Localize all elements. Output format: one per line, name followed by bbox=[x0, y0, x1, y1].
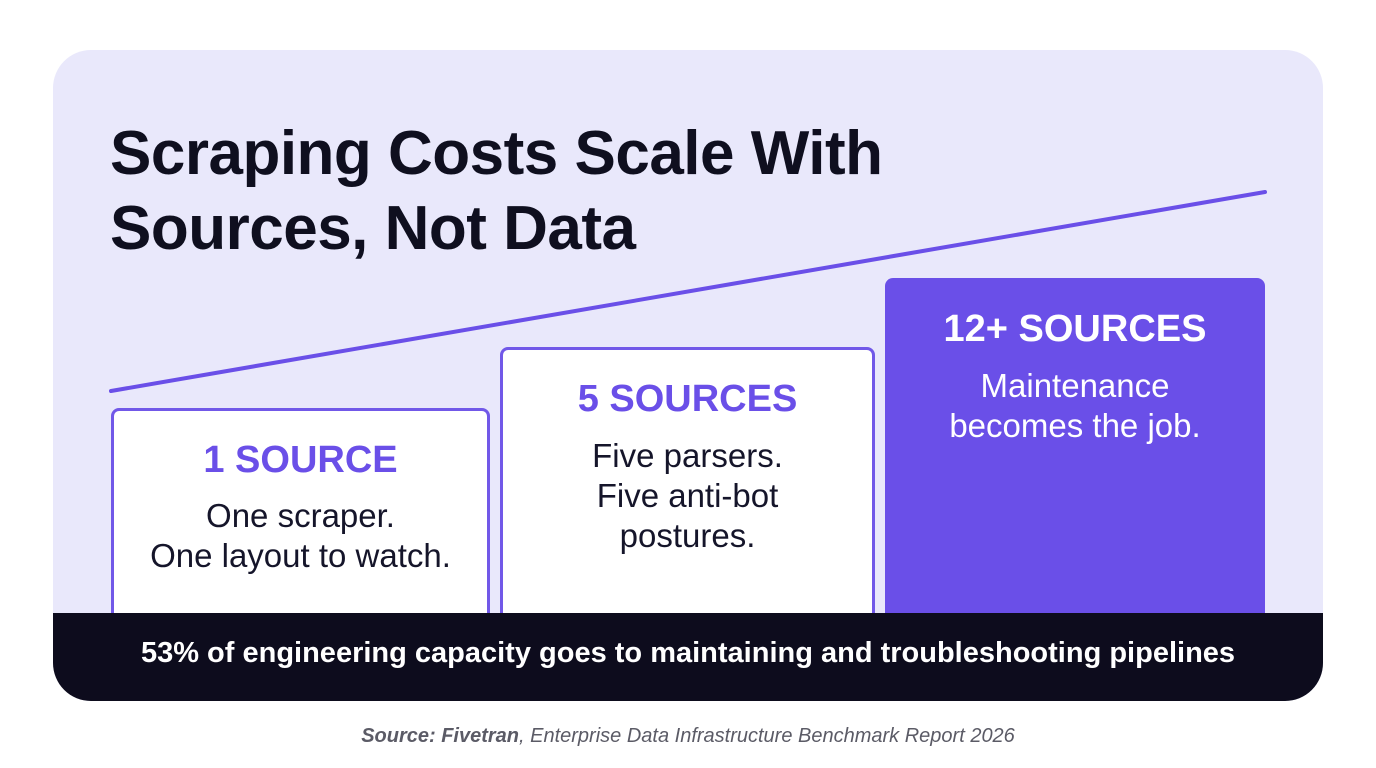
title-line-1: Scraping Costs Scale With bbox=[110, 119, 883, 188]
step-description-line: Maintenance bbox=[980, 367, 1170, 404]
page-title: Scraping Costs Scale With Sources, Not D… bbox=[110, 116, 883, 266]
step-description: Five parsers. Five anti-bot postures. bbox=[503, 436, 872, 556]
source-detail: , Enterprise Data Infrastructure Benchma… bbox=[519, 725, 1015, 747]
title-line-2: Sources, Not Data bbox=[110, 194, 636, 263]
step-card-5-sources: 5 SOURCES Five parsers. Five anti-bot po… bbox=[500, 347, 875, 647]
step-description-line: One layout to watch. bbox=[150, 537, 451, 574]
step-heading: 1 SOURCE bbox=[203, 439, 398, 481]
step-heading: 5 SOURCES bbox=[577, 378, 798, 420]
source-label: Source: Fivetran bbox=[361, 725, 520, 747]
source-citation: Source: Fivetran, Enterprise Data Infras… bbox=[0, 725, 1376, 748]
step-description: One scraper. One layout to watch. bbox=[114, 496, 487, 576]
step-card-1-source: 1 SOURCE One scraper. One layout to watc… bbox=[111, 408, 490, 638]
step-description-line: becomes the job. bbox=[949, 407, 1201, 444]
step-description-line: Five anti-bot bbox=[596, 477, 779, 514]
trend-line bbox=[109, 190, 1267, 393]
step-description: Maintenance becomes the job. bbox=[885, 366, 1265, 446]
step-heading: 12+ SOURCES bbox=[943, 308, 1207, 350]
trend-line-graphic bbox=[109, 190, 1267, 393]
infographic-card: Scraping Costs Scale With Sources, Not D… bbox=[53, 50, 1323, 701]
step-description-line: One scraper. bbox=[206, 497, 395, 534]
step-description-line: postures. bbox=[619, 517, 756, 554]
step-card-12-plus-sources: 12+ SOURCES Maintenance becomes the job. bbox=[885, 278, 1265, 648]
statistic-banner: 53% of engineering capacity goes to main… bbox=[53, 613, 1323, 701]
step-description-line: Five parsers. bbox=[592, 437, 783, 474]
